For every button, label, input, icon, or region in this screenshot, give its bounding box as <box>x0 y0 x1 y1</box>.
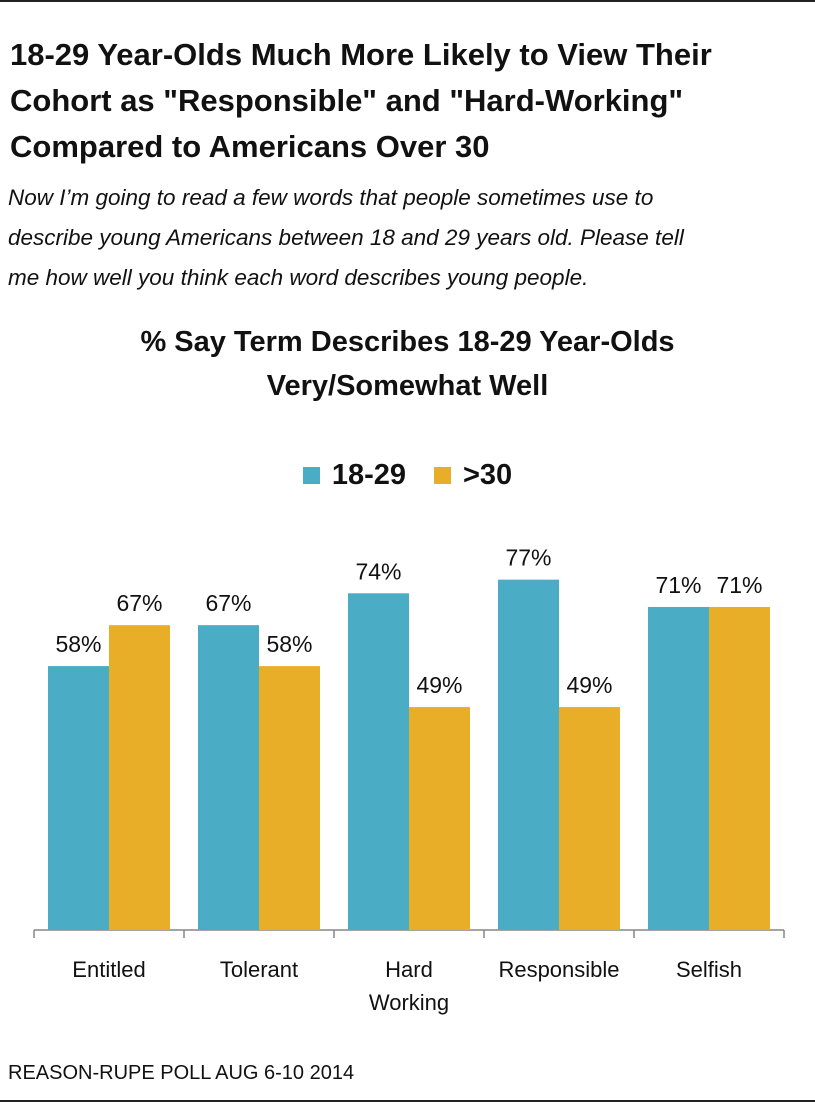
category-label: Selfish <box>676 957 742 982</box>
question-line-2: describe young Americans between 18 and … <box>8 225 684 250</box>
category-label: Working <box>369 990 449 1015</box>
category-label: Responsible <box>498 957 619 982</box>
bar-18-29 <box>498 579 559 930</box>
legend-label-18-29: 18-29 <box>331 458 406 491</box>
heading-line-1: 18-29 Year-Olds Much More Likely to View… <box>10 37 712 72</box>
heading-line-2: Cohort as "Responsible" and "Hard-Workin… <box>10 83 684 118</box>
data-label: 49% <box>416 672 462 698</box>
bar-chart: 58% 67% Entitled 67% 58% Tolerant 74% 49% Hard Wo… <box>33 545 785 1015</box>
bar-over-30 <box>109 625 170 930</box>
legend-swatch-over-30 <box>433 466 451 484</box>
bar-18-29 <box>348 593 409 930</box>
chart-title-line-2: Very/Somewhat Well <box>266 370 549 402</box>
chart-title-line-1: % Say Term Describes 18-29 Year-Olds <box>140 326 675 358</box>
heading-line-3: Compared to Americans Over 30 <box>10 129 490 164</box>
bottom-rule <box>0 1100 815 1102</box>
bar-over-30 <box>559 707 620 930</box>
legend-item-18-29: 18-29 <box>302 458 406 492</box>
data-label: 74% <box>355 558 401 584</box>
data-label: 67% <box>116 590 162 616</box>
data-label: 77% <box>505 545 551 571</box>
legend-item-over-30: >30 <box>433 458 513 492</box>
survey-question: Now I’m going to read a few words that p… <box>8 178 808 298</box>
top-rule <box>0 0 815 2</box>
data-label: 58% <box>55 631 101 657</box>
chart-title: % Say Term Describes 18-29 Year-Olds Ver… <box>0 320 815 408</box>
question-line-1: Now I’m going to read a few words that p… <box>8 185 654 210</box>
legend: 18-29 >30 <box>0 455 815 495</box>
data-label: 49% <box>566 672 612 698</box>
bar-18-29 <box>48 666 109 930</box>
source-note: REASON-RUPE POLL AUG 6-10 2014 <box>8 1062 355 1084</box>
data-label: 58% <box>266 631 312 657</box>
question-line-3: me how well you think each word describe… <box>8 265 589 290</box>
bar-18-29 <box>648 606 709 930</box>
chart-heading: 18-29 Year-Olds Much More Likely to View… <box>10 32 800 170</box>
bar-over-30 <box>259 666 320 930</box>
bar-18-29 <box>198 625 259 930</box>
bar-over-30 <box>409 707 470 930</box>
legend-swatch-18-29 <box>302 466 320 484</box>
legend-label-over-30: >30 <box>462 458 513 491</box>
category-label: Entitled <box>72 957 145 982</box>
bar-over-30 <box>709 606 770 930</box>
category-label: Hard <box>385 957 433 982</box>
category-label: Tolerant <box>220 957 298 982</box>
data-label: 71% <box>655 572 701 598</box>
data-label: 67% <box>205 590 251 616</box>
data-label: 71% <box>716 572 762 598</box>
